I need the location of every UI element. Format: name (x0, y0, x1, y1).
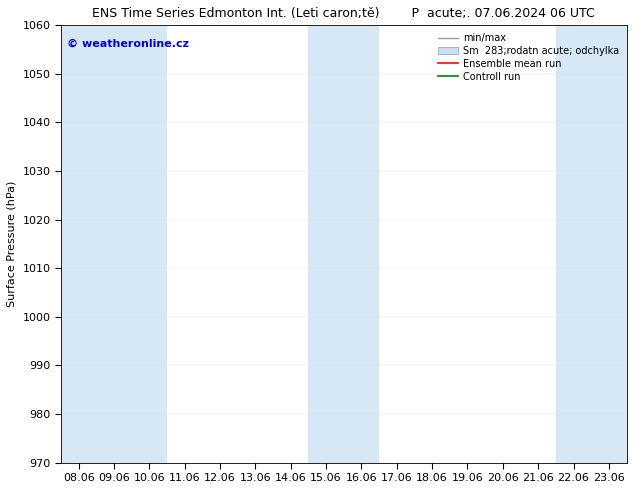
Bar (556, 25, 626, 463)
Bar (96, 25, 167, 463)
Bar (309, 25, 379, 463)
Y-axis label: Surface Pressure (hPa): Surface Pressure (hPa) (7, 181, 17, 307)
Legend: min/max, Sm  283;rodatn acute; odchylka, Ensemble mean run, Controll run: min/max, Sm 283;rodatn acute; odchylka, … (434, 29, 623, 86)
Text: © weatheronline.cz: © weatheronline.cz (67, 38, 189, 49)
Title: ENS Time Series Edmonton Int. (Leti caron;tě)        P  acute;. 07.06.2024 06 UT: ENS Time Series Edmonton Int. (Leti caro… (93, 7, 595, 20)
Bar (61, 25, 96, 463)
